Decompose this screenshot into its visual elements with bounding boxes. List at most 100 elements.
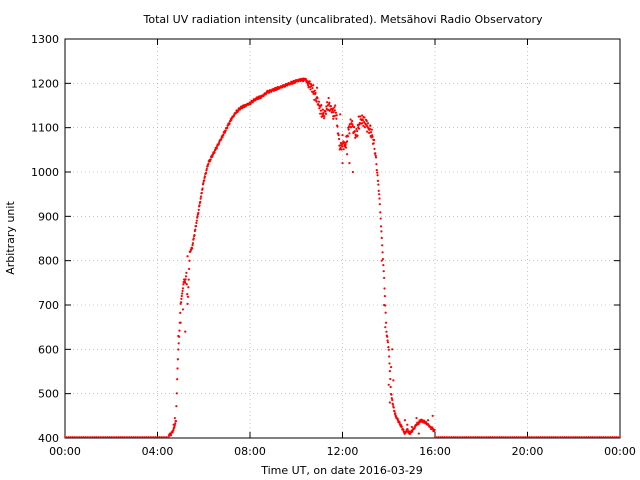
baseline-point	[517, 436, 520, 438]
data-point	[191, 247, 194, 250]
data-point	[374, 156, 378, 159]
data-point	[341, 134, 344, 137]
baseline-point	[69, 436, 72, 438]
outlier-point	[387, 383, 390, 386]
baseline-point	[617, 436, 620, 438]
data-point	[187, 286, 190, 289]
baseline-point	[448, 436, 451, 438]
baseline-point	[572, 436, 575, 438]
data-point	[184, 275, 188, 278]
baseline-point	[78, 436, 81, 438]
data-point	[330, 111, 334, 114]
data-point	[363, 116, 366, 119]
data-point	[332, 110, 335, 114]
data-point	[353, 130, 356, 133]
outlier-point	[384, 326, 387, 329]
data-point	[377, 183, 380, 186]
data-point	[203, 175, 207, 178]
data-point	[185, 283, 188, 286]
data-point	[339, 141, 343, 145]
data-point	[380, 236, 383, 239]
baseline-point	[435, 436, 438, 438]
outlier-point	[307, 82, 311, 85]
baseline-point	[513, 436, 516, 438]
baseline-point	[93, 436, 96, 438]
data-point	[200, 191, 203, 195]
data-point	[199, 200, 202, 203]
data-point	[304, 78, 307, 81]
baseline-point	[556, 436, 558, 438]
baseline-point	[474, 436, 477, 438]
data-point	[391, 403, 395, 406]
data-point	[363, 126, 366, 129]
data-point	[311, 86, 314, 90]
data-point	[319, 109, 323, 112]
baseline-point	[583, 436, 586, 438]
baseline-point	[524, 436, 527, 438]
baseline-point	[434, 436, 436, 438]
baseline-point	[151, 436, 153, 438]
baseline-point	[145, 436, 148, 438]
baseline-point	[569, 436, 571, 438]
baseline-point	[452, 436, 455, 438]
data-point	[193, 234, 196, 237]
baseline-point	[561, 436, 564, 438]
baseline-point	[571, 436, 573, 438]
data-point	[196, 215, 199, 218]
data-point	[334, 104, 337, 107]
chart-title: Total UV radiation intensity (uncalibrat…	[143, 13, 543, 26]
data-point	[366, 130, 369, 133]
baseline-point	[147, 436, 150, 438]
x-tick-label: 04:00	[142, 445, 174, 458]
data-point	[433, 428, 436, 431]
data-point	[382, 264, 385, 267]
outlier-point	[315, 86, 319, 89]
baseline-point	[138, 436, 140, 438]
x-tick-label: 00:00	[49, 445, 81, 458]
data-point	[346, 135, 349, 138]
y-tick-label: 800	[38, 255, 59, 268]
data-point	[381, 257, 385, 261]
data-point	[389, 385, 392, 389]
baseline-point	[154, 436, 157, 438]
data-point	[378, 203, 381, 206]
data-point	[325, 101, 329, 104]
baseline-point	[439, 436, 442, 438]
data-point	[390, 397, 393, 400]
data-point	[354, 136, 357, 139]
baseline-point	[112, 436, 114, 438]
data-point	[381, 244, 384, 247]
data-point	[356, 130, 359, 133]
baseline-point	[545, 436, 547, 438]
baseline-point	[558, 436, 560, 438]
baseline-point	[101, 436, 103, 438]
baseline-point	[532, 436, 534, 438]
data-point	[185, 271, 188, 274]
baseline-point	[158, 436, 161, 438]
baseline-point	[535, 436, 538, 438]
baseline-point	[443, 436, 446, 438]
data-point	[181, 289, 184, 293]
data-point	[320, 103, 323, 107]
baseline-point	[95, 436, 98, 438]
data-point	[322, 111, 325, 114]
data-point	[321, 108, 324, 111]
outlier-point	[365, 119, 368, 123]
y-tick-label: 1100	[31, 122, 59, 135]
plot-frame	[64, 38, 621, 439]
outlier-point	[431, 414, 434, 417]
data-point	[387, 345, 390, 349]
data-point	[174, 422, 177, 425]
data-point	[348, 132, 351, 135]
data-point	[400, 425, 403, 428]
y-axis-ticks: 400 500 600 700 800 900 1000 1100 1200 1300	[31, 33, 620, 445]
data-point	[351, 123, 354, 126]
baseline-point	[508, 436, 510, 438]
data-point	[379, 225, 383, 228]
data-point	[329, 105, 333, 108]
data-point	[366, 122, 370, 125]
data-point	[194, 224, 198, 228]
y-tick-label: 700	[38, 299, 59, 312]
baseline-point	[552, 436, 555, 438]
data-point	[205, 167, 208, 171]
